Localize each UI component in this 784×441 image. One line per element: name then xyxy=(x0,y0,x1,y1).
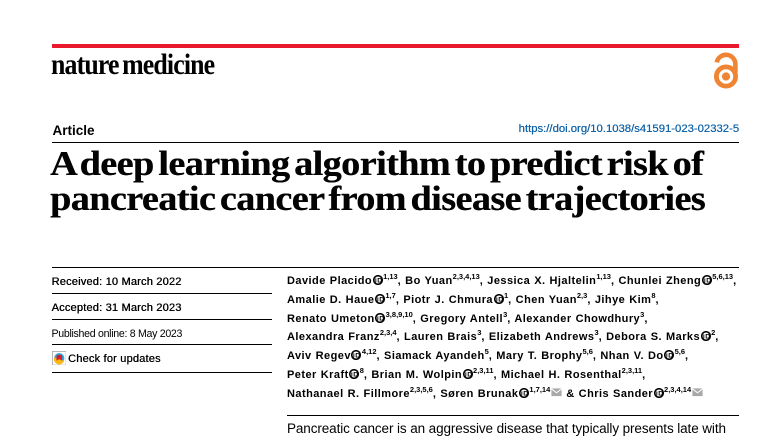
svg-text:iD: iD xyxy=(702,334,710,341)
svg-text:iD: iD xyxy=(495,296,503,303)
svg-text:iD: iD xyxy=(377,315,385,322)
svg-text:iD: iD xyxy=(353,353,361,360)
svg-text:iD: iD xyxy=(464,371,472,378)
svg-text:iD: iD xyxy=(655,390,663,397)
svg-text:iD: iD xyxy=(704,278,712,285)
svg-text:iD: iD xyxy=(351,371,359,378)
svg-text:iD: iD xyxy=(521,390,529,397)
svg-text:iD: iD xyxy=(666,353,674,360)
svg-text:iD: iD xyxy=(377,296,385,303)
svg-text:iD: iD xyxy=(374,278,382,285)
